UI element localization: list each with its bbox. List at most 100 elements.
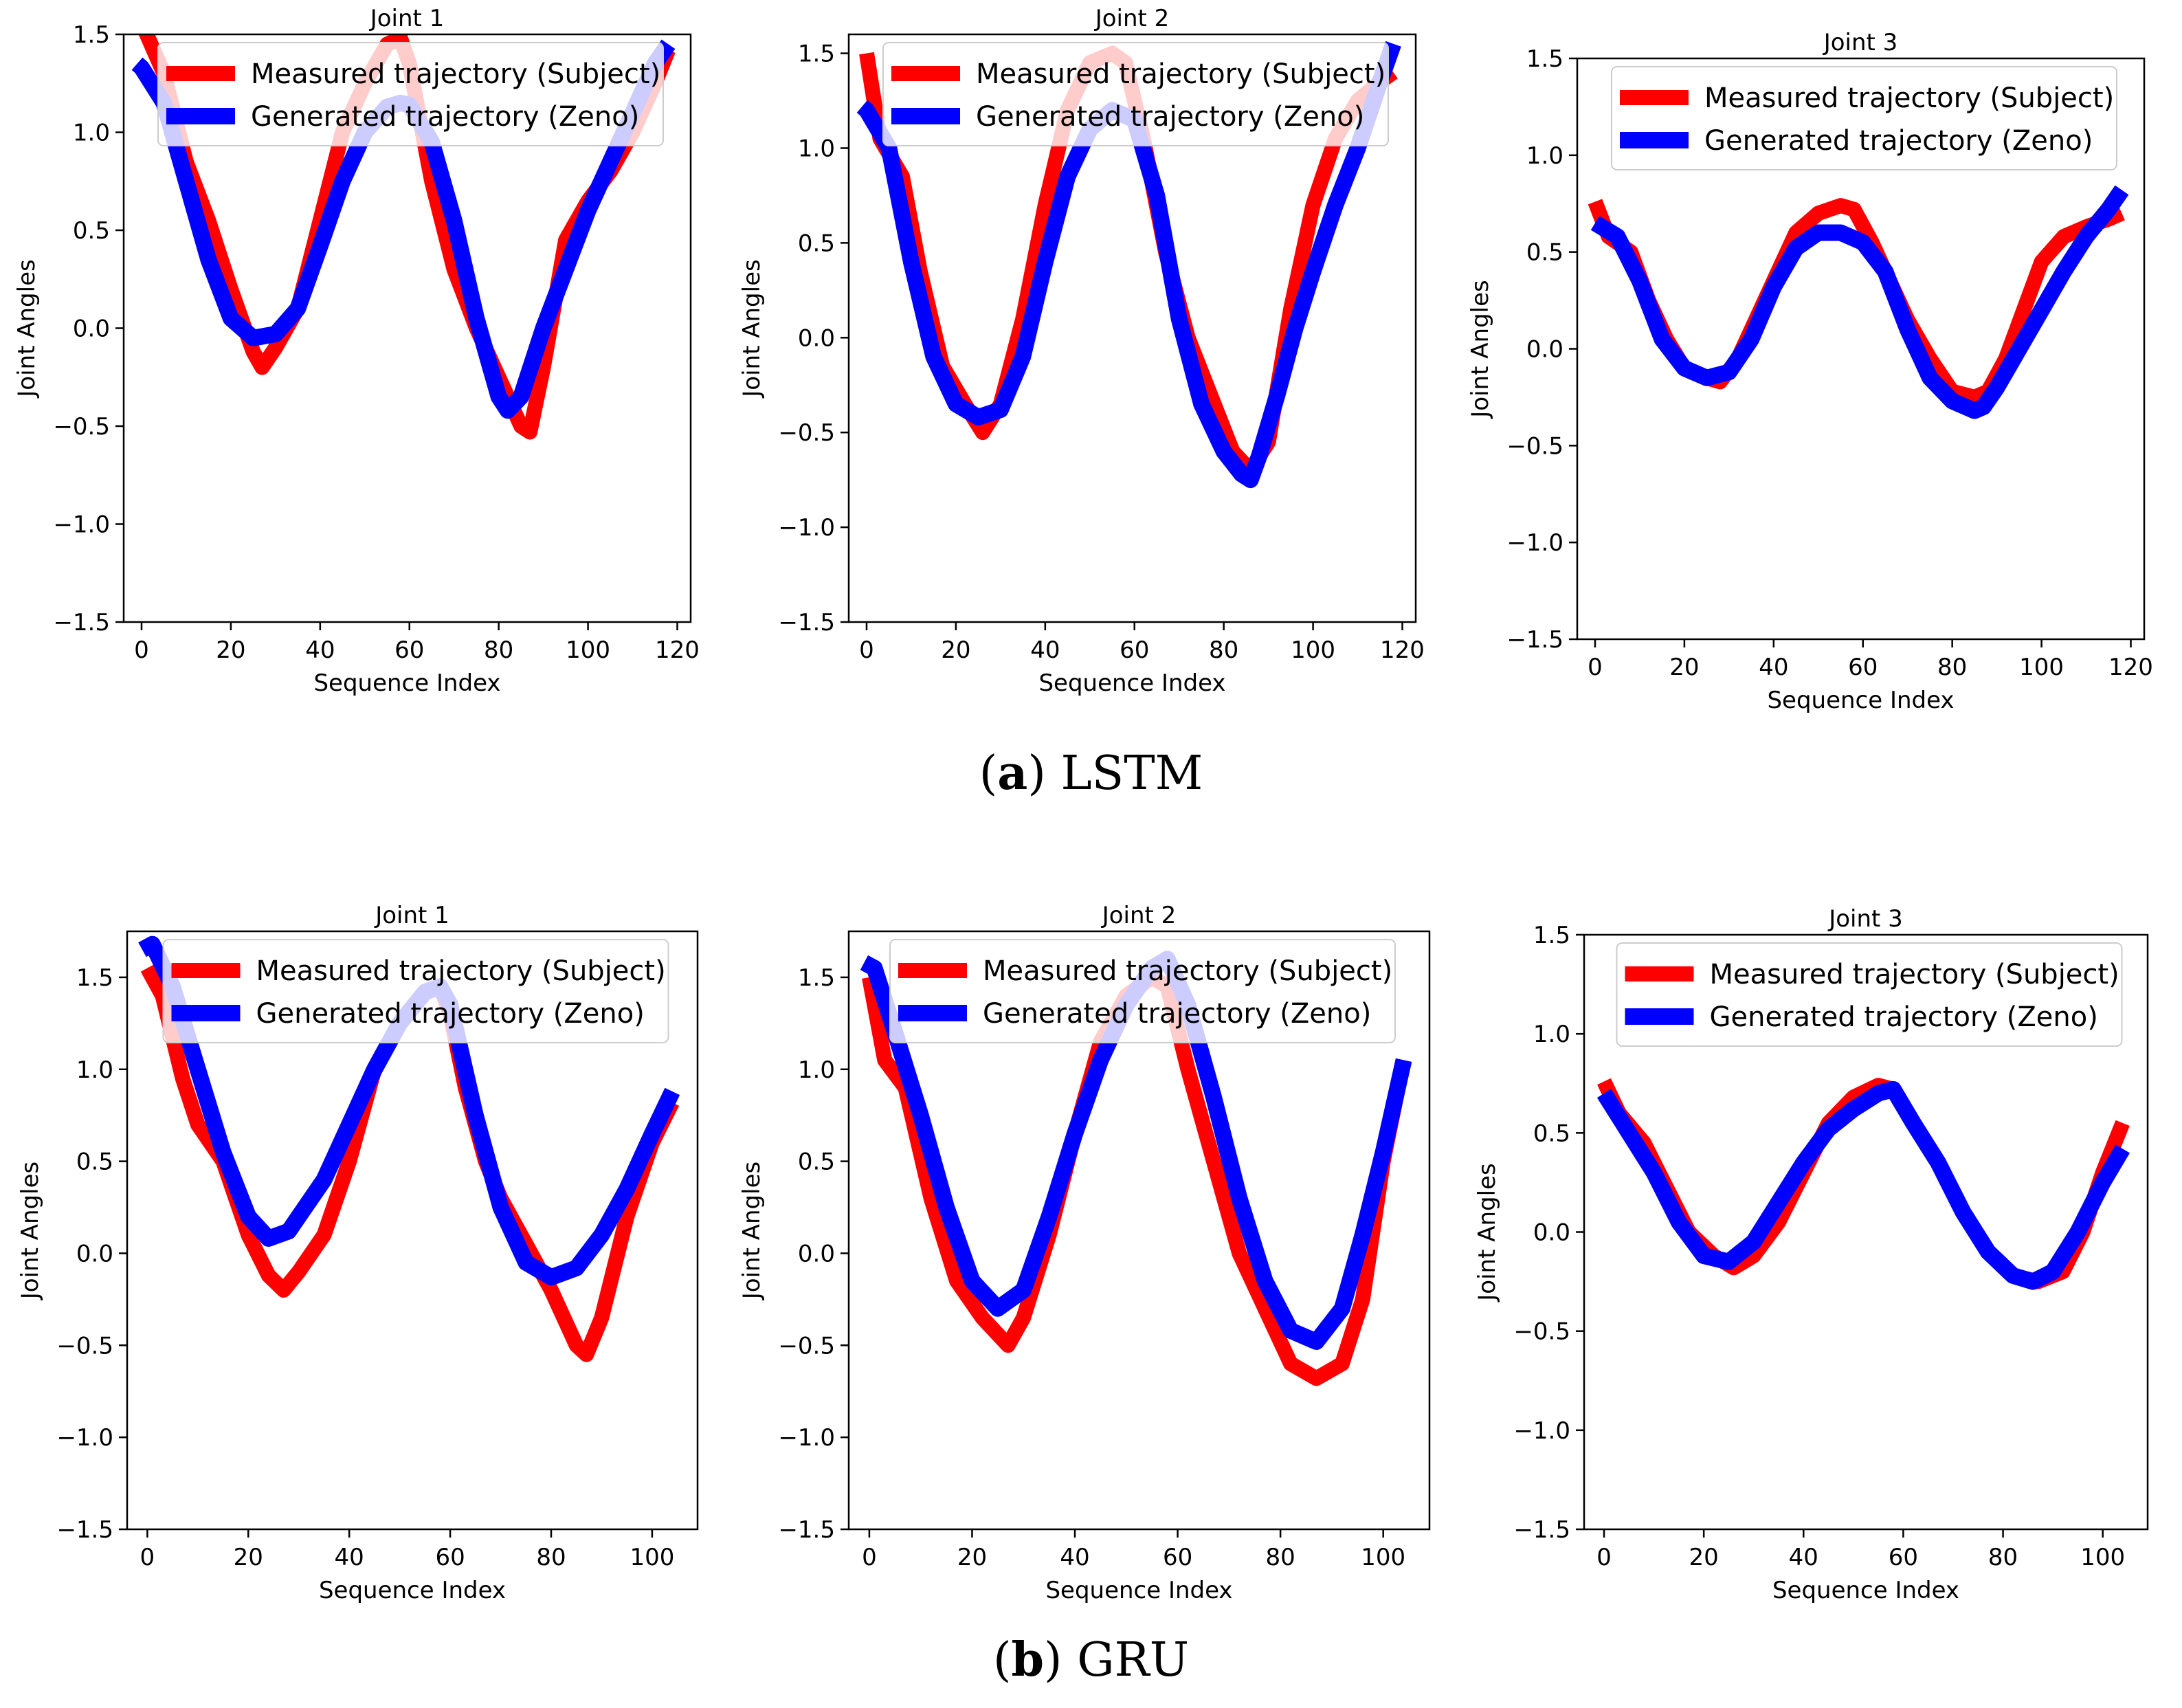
x-tick-label: 60: [1889, 1544, 1918, 1571]
chart-title: Joint 2: [1094, 5, 1170, 32]
y-tick-label: 0.5: [1533, 1120, 1570, 1147]
x-tick-label: 120: [2108, 654, 2153, 681]
y-tick-label: −1.5: [778, 1516, 835, 1544]
y-tick-label: 1.5: [1533, 922, 1570, 949]
x-tick-label: 80: [1937, 654, 1967, 681]
axes-frame: [126, 930, 699, 1531]
x-tick-label: 20: [234, 1544, 263, 1571]
y-tick-label: 1.0: [798, 135, 835, 162]
chart-5: 0 20 40 60 80 100 −1.5 −1.0 −0.5 0.0 0.5 1.0 1.5 Join…: [738, 902, 1431, 1604]
x-tick-label: 0: [859, 636, 874, 664]
legend-label-measured: Measured trajectory (Subject): [256, 955, 666, 987]
x-tick-label: 80: [1266, 1544, 1295, 1571]
generated-line-gru-3: [1596, 1080, 2130, 1290]
chart-title: Joint 3: [1827, 905, 1903, 933]
x-tick-label: 60: [1163, 1544, 1192, 1571]
legend-label-measured: Measured trajectory (Subject): [1704, 82, 2114, 114]
generated-line-lstm-2: [856, 41, 1401, 489]
y-tick-label: −1.5: [1513, 1516, 1570, 1544]
caption-b-label: b: [1011, 1632, 1045, 1687]
y-tick-label: −1.5: [53, 609, 110, 636]
x-tick-label: 40: [335, 1544, 364, 1571]
legend-label-generated: Generated trajectory (Zeno): [1704, 125, 2093, 157]
chart-4: 0 20 40 60 80 100 −1.5 −1.0 −0.5 0.0 0.5 1.0 1.5 Join…: [16, 902, 699, 1604]
x-axis-label: Sequence Index: [319, 1577, 506, 1604]
y-tick-label: −0.5: [53, 413, 110, 441]
legend-box: [1616, 942, 2123, 1047]
y-tick-label: 0.0: [1533, 1219, 1570, 1247]
legend-label-generated: Generated trajectory (Zeno): [1710, 1001, 2098, 1033]
y-tick-label: −0.5: [56, 1332, 113, 1360]
x-tick-label: 80: [484, 636, 513, 664]
y-tick-label: 1.5: [1526, 45, 1563, 73]
chart-title: Joint 1: [374, 902, 449, 929]
y-tick-label: 0.5: [1526, 239, 1563, 267]
x-tick-label: 20: [1669, 654, 1699, 681]
y-tick-label: 0.5: [798, 230, 835, 257]
x-tick-label: 120: [1380, 636, 1425, 664]
legend: Measured trajectory (Subject) Generated t…: [157, 42, 664, 146]
chart-3: 0 20 40 60 80 100 120 −1.5 −1.0 −0.5 0.0 0.5 1.0 1.5 J…: [1467, 29, 2153, 714]
y-tick-label: 1.0: [798, 1056, 835, 1084]
y-axis-label: Joint Angles: [16, 1162, 44, 1300]
x-tick-label: 0: [140, 1544, 155, 1571]
x-tick-label: 100: [630, 1544, 674, 1571]
x-tick-label: 120: [655, 636, 700, 664]
axes-frame: [847, 930, 1431, 1531]
caption-a: (a) LSTM: [979, 746, 1203, 801]
legend: Measured trajectory (Subject) Generated t…: [1611, 66, 2117, 170]
x-tick-label: 0: [134, 636, 149, 664]
x-tick-label: 0: [1596, 1544, 1612, 1571]
x-tick-label: 100: [566, 636, 610, 664]
x-tick-label: 100: [1361, 1544, 1405, 1571]
y-tick-label: −1.0: [778, 514, 835, 542]
y-tick-label: −0.5: [1513, 1318, 1570, 1346]
y-tick-label: 1.0: [76, 1056, 113, 1084]
legend-label-measured: Measured trajectory (Subject): [1710, 959, 2119, 990]
y-tick-label: 0.0: [76, 1240, 113, 1267]
caption-b-text: GRU: [1077, 1633, 1190, 1687]
y-tick-label: −0.5: [778, 419, 835, 447]
x-tick-label: 60: [1848, 654, 1878, 681]
legend-box: [882, 42, 1389, 146]
y-tick-label: 1.5: [798, 964, 835, 992]
x-axis-label: Sequence Index: [1772, 1577, 1959, 1604]
y-tick-label: 1.5: [73, 21, 110, 49]
legend-box: [889, 939, 1396, 1043]
x-tick-label: 20: [957, 1544, 987, 1571]
y-axis-label: Joint Angles: [738, 1162, 766, 1300]
x-tick-label: 100: [2080, 1544, 2125, 1571]
generated-line-lstm-3: [1590, 185, 2129, 419]
x-tick-label: 40: [1060, 1544, 1089, 1571]
legend-box: [1611, 66, 2117, 170]
x-axis-label: Sequence Index: [313, 669, 500, 697]
y-tick-label: −1.0: [56, 1424, 113, 1452]
y-tick-label: 1.5: [798, 41, 835, 68]
y-axis-label: Joint Angles: [1473, 1163, 1501, 1302]
x-tick-label: 80: [536, 1544, 566, 1571]
y-tick-label: −0.5: [778, 1332, 835, 1360]
chart-6: 0 20 40 60 80 100 −1.5 −1.0 −0.5 0.0 0.5 1.0 1.5 Join…: [1473, 905, 2149, 1604]
y-tick-label: 0.5: [73, 217, 110, 245]
y-tick-label: −1.5: [778, 609, 835, 636]
legend-box: [157, 42, 664, 146]
x-tick-label: 80: [1988, 1544, 2018, 1571]
legend: Measured trajectory (Subject) Generated t…: [162, 939, 669, 1043]
legend-label-generated: Generated trajectory (Zeno): [256, 998, 645, 1030]
y-tick-label: −1.0: [778, 1424, 835, 1452]
y-tick-label: 1.0: [1526, 142, 1563, 170]
y-tick-label: −1.0: [1513, 1417, 1570, 1445]
y-tick-label: 0.0: [73, 315, 110, 343]
legend: Measured trajectory (Subject) Generated t…: [882, 42, 1389, 146]
chart-title: Joint 3: [1823, 29, 1898, 56]
axes-frame: [847, 33, 1417, 623]
x-tick-label: 100: [1291, 636, 1335, 664]
caption-a-text: LSTM: [1060, 746, 1203, 801]
x-tick-label: 0: [862, 1544, 877, 1571]
y-axis-label: Joint Angles: [13, 259, 41, 398]
y-tick-label: −0.5: [1506, 432, 1563, 460]
x-tick-label: 80: [1209, 636, 1238, 664]
legend-label-generated: Generated trajectory (Zeno): [976, 101, 1364, 133]
caption-a-label: a: [997, 746, 1028, 801]
